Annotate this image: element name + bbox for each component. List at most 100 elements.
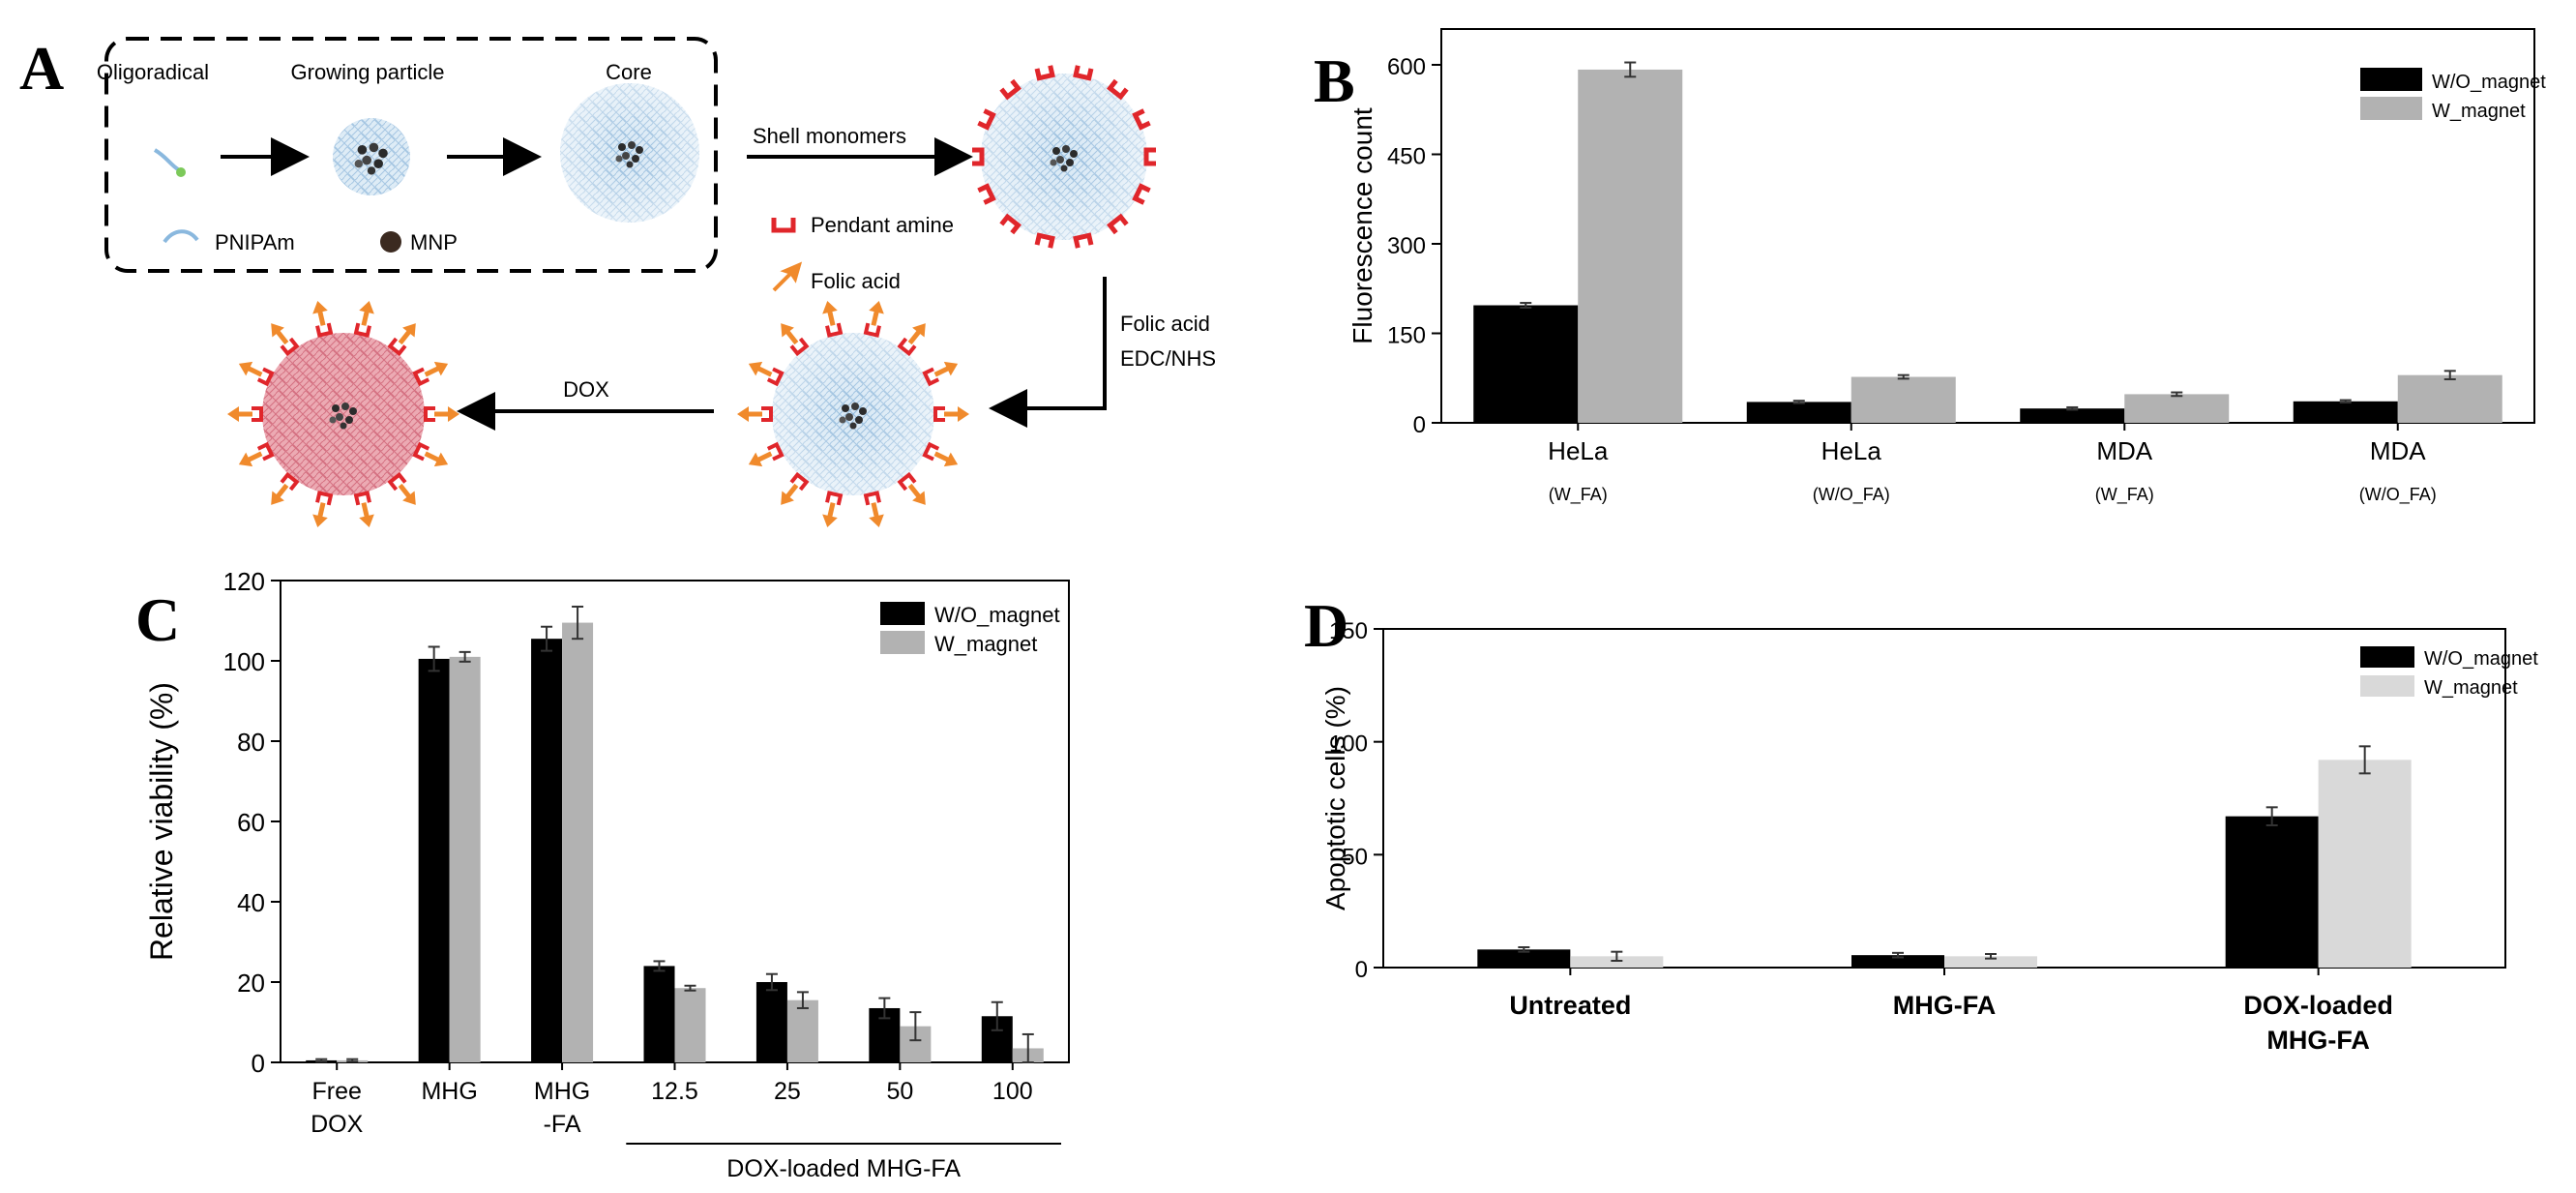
legend-label-with-magnet: W_magnet xyxy=(2432,101,2526,122)
x-category-label: MHG-FA xyxy=(2266,1026,2369,1055)
folate-group xyxy=(227,406,263,422)
error-bar xyxy=(1892,951,1904,959)
error-bar xyxy=(991,1000,1003,1031)
legend-label-without-magnet: W/O_magnet xyxy=(2432,72,2546,93)
error-bar xyxy=(2066,405,2079,411)
legend-label-without-magnet: W/O_magnet xyxy=(934,603,1060,627)
error-bar xyxy=(1520,302,1532,309)
y-tick-label: 600 xyxy=(1387,54,1426,80)
folate-group xyxy=(781,471,810,505)
bar-with-magnet xyxy=(1944,956,2037,968)
panel-a: A Oligoradical Growing particle Core PNI… xyxy=(19,34,1216,527)
error-bar xyxy=(1897,373,1910,380)
folate-group xyxy=(238,361,275,387)
amine-group xyxy=(999,213,1022,235)
x-category-label: HeLa xyxy=(1821,436,1882,465)
oligoradical-chain-icon xyxy=(153,148,186,177)
folate-group xyxy=(353,491,374,527)
legend-label-with-magnet: W_magnet xyxy=(2424,677,2518,699)
x-category-label: MDA xyxy=(2096,436,2152,465)
error-bar xyxy=(1985,953,1997,960)
pnipam-chain-icon xyxy=(163,229,199,244)
growing-particle-label: Growing particle xyxy=(291,60,445,84)
y-axis-label: Relative viability (%) xyxy=(144,682,179,961)
legend-swatch-with-magnet xyxy=(2360,675,2414,697)
bar-with-magnet xyxy=(449,656,481,1062)
growing-particle-icon xyxy=(333,118,410,195)
x-category-label: MHG-FA xyxy=(1893,991,1996,1020)
x-subcategory-label: (W/O_FA) xyxy=(1813,485,1890,505)
pendant-amine-legend: Pendant amine xyxy=(771,213,954,237)
error-bar xyxy=(1518,946,1530,953)
y-tick-label: 450 xyxy=(1387,144,1426,170)
bar-with-magnet xyxy=(786,999,818,1062)
panel-b-letter: B xyxy=(1314,46,1355,115)
x-category-label: MDA xyxy=(2370,436,2426,465)
folate-group xyxy=(822,491,844,527)
error-bar xyxy=(315,1058,328,1063)
edc-nhs-label: EDC/NHS xyxy=(1120,346,1216,371)
folate-group xyxy=(922,361,959,387)
amine-group xyxy=(1107,78,1129,101)
bar-with-magnet xyxy=(1851,376,1956,423)
plot-frame xyxy=(1440,28,2535,424)
legend-swatch-with-magnet xyxy=(2360,97,2422,120)
folate-group xyxy=(312,301,334,338)
legend-swatch-with-magnet xyxy=(880,631,925,654)
y-axis-label: Fluorescence count xyxy=(1347,107,1377,344)
error-bar xyxy=(1792,400,1805,404)
legend-label-with-magnet: W_magnet xyxy=(934,632,1037,656)
amine-group xyxy=(972,147,985,166)
bar-with-magnet xyxy=(2124,394,2230,423)
folate-group xyxy=(238,441,275,467)
legend-swatch-without-magnet xyxy=(880,602,925,625)
pendant-amine-label: Pendant amine xyxy=(811,213,954,237)
core-particle-icon xyxy=(560,83,699,223)
shell-monomers-label: Shell monomers xyxy=(753,124,906,148)
y-tick-label: 0 xyxy=(1413,412,1426,438)
y-tick-label: 60 xyxy=(237,808,265,837)
bar-with-magnet xyxy=(562,622,594,1062)
error-bar xyxy=(2265,806,2278,826)
y-tick-label: 100 xyxy=(223,647,265,676)
x-subcategory-label: (W/O_FA) xyxy=(2359,485,2437,505)
x-category-label: 50 xyxy=(886,1078,913,1105)
amine-group xyxy=(999,78,1022,101)
panel-a-letter: A xyxy=(19,34,64,103)
y-tick-label: 150 xyxy=(1387,323,1426,349)
amine-group xyxy=(1073,65,1094,81)
y-tick-label: 80 xyxy=(237,728,265,757)
x-category-label: Untreated xyxy=(1509,991,1631,1020)
panel-c-chart: C 0 20 40 60 80 100 120 Relative viability (%) F… xyxy=(135,567,1070,1182)
mnp-dot-icon xyxy=(380,231,401,253)
amine-group xyxy=(977,183,996,205)
core-label: Core xyxy=(606,60,652,84)
x-category-label: MHG xyxy=(534,1078,590,1105)
y-tick-label: 0 xyxy=(1355,957,1368,983)
folic-acid-legend: Folic acid xyxy=(772,261,901,293)
x-category-label: Free xyxy=(312,1078,362,1105)
error-bar xyxy=(684,984,696,992)
folate-group xyxy=(748,361,785,387)
legend-swatch-without-magnet xyxy=(2360,68,2422,91)
amine-group xyxy=(1034,65,1055,81)
amine-group xyxy=(1132,183,1151,205)
bar-without-magnet xyxy=(2293,401,2398,423)
y-tick-label: 40 xyxy=(237,888,265,917)
oligoradical-label: Oligoradical xyxy=(97,60,209,84)
folic-acid-step-label: Folic acid xyxy=(1120,312,1210,336)
bar-without-magnet xyxy=(1473,305,1579,423)
error-bar xyxy=(1022,1032,1034,1063)
error-bar xyxy=(878,997,891,1020)
x-category-label: DOX xyxy=(311,1111,364,1138)
y-tick-label: 20 xyxy=(237,969,265,998)
bar-without-magnet xyxy=(755,982,787,1062)
folate-group xyxy=(863,301,884,338)
bar-with-magnet xyxy=(1578,69,1683,423)
folate-group xyxy=(424,406,459,422)
dox-particle-icon xyxy=(227,301,459,527)
bar-without-magnet xyxy=(643,966,675,1062)
mnp-label: MNP xyxy=(410,230,458,254)
folate-group xyxy=(387,471,416,505)
y-tick-label: 150 xyxy=(1329,618,1368,644)
